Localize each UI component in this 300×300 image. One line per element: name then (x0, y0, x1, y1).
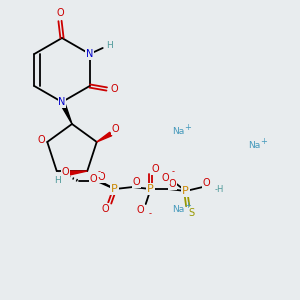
Text: O: O (137, 205, 145, 215)
Text: O: O (38, 135, 45, 145)
Polygon shape (69, 171, 87, 175)
Text: Na: Na (172, 128, 184, 136)
Polygon shape (60, 101, 72, 124)
Text: -H: -H (215, 184, 224, 194)
Text: O: O (133, 177, 140, 187)
Text: -: - (171, 167, 174, 176)
Text: H: H (54, 176, 61, 184)
Text: +: + (184, 124, 191, 133)
Text: Na: Na (172, 206, 184, 214)
Text: O: O (102, 204, 110, 214)
Text: O: O (152, 164, 160, 174)
Polygon shape (97, 132, 112, 142)
Text: P: P (182, 186, 189, 196)
Text: H: H (106, 41, 113, 50)
Text: P: P (147, 184, 154, 194)
Text: O: O (90, 174, 98, 184)
Text: N: N (86, 49, 93, 59)
Text: O: O (56, 8, 64, 18)
Text: N: N (58, 97, 66, 107)
Text: O: O (169, 179, 176, 189)
Text: O: O (112, 124, 119, 134)
Text: -: - (97, 167, 100, 176)
Text: S: S (189, 208, 195, 218)
Text: O: O (162, 173, 169, 183)
Text: +: + (184, 202, 191, 211)
Text: O: O (203, 178, 211, 188)
Text: O: O (61, 167, 69, 177)
Text: -: - (148, 209, 151, 218)
Text: +: + (260, 136, 267, 146)
Text: Na: Na (248, 140, 260, 149)
Text: P: P (111, 184, 118, 194)
Text: O: O (111, 84, 118, 94)
Text: O: O (98, 172, 106, 182)
